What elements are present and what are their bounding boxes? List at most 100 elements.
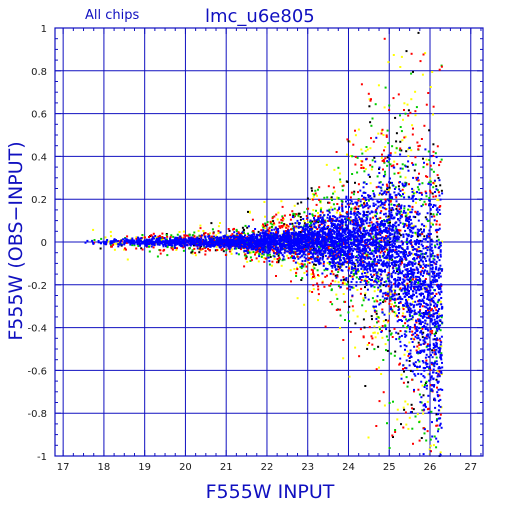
data-point bbox=[196, 247, 199, 250]
data-point bbox=[408, 228, 411, 231]
data-point bbox=[385, 229, 388, 232]
data-point bbox=[407, 160, 410, 163]
data-point bbox=[413, 280, 416, 283]
data-point bbox=[376, 207, 379, 210]
data-point bbox=[235, 228, 238, 231]
data-point bbox=[404, 264, 407, 267]
data-point bbox=[375, 247, 378, 250]
data-point bbox=[392, 54, 395, 56]
data-point bbox=[105, 240, 108, 243]
data-point bbox=[271, 260, 274, 263]
data-point bbox=[386, 164, 389, 167]
data-point bbox=[367, 251, 370, 254]
data-point bbox=[253, 233, 256, 236]
data-point bbox=[385, 262, 388, 265]
data-point bbox=[404, 411, 407, 414]
data-point bbox=[435, 309, 438, 312]
data-point bbox=[381, 308, 384, 311]
data-point bbox=[381, 203, 384, 206]
data-point bbox=[285, 250, 288, 253]
data-point bbox=[406, 243, 409, 245]
data-point bbox=[412, 300, 415, 303]
data-point bbox=[407, 109, 410, 112]
data-point bbox=[373, 227, 375, 230]
data-point bbox=[199, 235, 202, 238]
data-point bbox=[417, 145, 420, 148]
data-point bbox=[262, 232, 264, 235]
data-point bbox=[383, 219, 386, 222]
data-point bbox=[431, 286, 434, 289]
data-point bbox=[435, 356, 438, 359]
data-point bbox=[439, 413, 442, 416]
data-point bbox=[415, 176, 418, 179]
data-point bbox=[418, 293, 421, 296]
data-point bbox=[423, 432, 426, 435]
data-point bbox=[298, 243, 300, 245]
data-point bbox=[401, 258, 404, 261]
data-point bbox=[340, 199, 343, 202]
data-point bbox=[386, 274, 389, 277]
data-point bbox=[392, 237, 395, 240]
data-point bbox=[362, 270, 364, 273]
data-point bbox=[339, 178, 342, 181]
data-point bbox=[331, 208, 334, 211]
data-point bbox=[389, 248, 392, 251]
data-point bbox=[339, 308, 341, 311]
data-point bbox=[372, 235, 375, 238]
data-point bbox=[341, 189, 344, 192]
data-point bbox=[217, 232, 220, 235]
data-point bbox=[317, 285, 320, 288]
data-point bbox=[406, 165, 409, 168]
data-point bbox=[323, 231, 326, 234]
data-point bbox=[421, 283, 424, 286]
data-point bbox=[390, 211, 393, 214]
data-point bbox=[377, 320, 380, 323]
data-point bbox=[416, 367, 419, 370]
data-point bbox=[405, 214, 408, 217]
data-point bbox=[317, 188, 319, 191]
data-point bbox=[171, 248, 174, 251]
data-point bbox=[273, 228, 276, 231]
data-point bbox=[303, 303, 306, 306]
data-point bbox=[342, 257, 345, 259]
data-point bbox=[283, 240, 286, 243]
data-point bbox=[399, 167, 402, 170]
data-point bbox=[298, 244, 301, 247]
data-point bbox=[194, 254, 197, 257]
data-point bbox=[363, 202, 366, 205]
data-point bbox=[429, 212, 432, 215]
data-point bbox=[125, 248, 127, 251]
data-point bbox=[299, 216, 302, 218]
data-point bbox=[419, 228, 422, 231]
data-point bbox=[303, 211, 306, 214]
data-point bbox=[425, 359, 428, 362]
data-point bbox=[390, 332, 393, 335]
data-point bbox=[410, 98, 413, 101]
data-point bbox=[346, 138, 349, 141]
data-point bbox=[281, 215, 284, 218]
data-point bbox=[380, 156, 383, 159]
data-point bbox=[342, 241, 345, 244]
data-point bbox=[397, 218, 400, 220]
data-point bbox=[399, 319, 402, 321]
data-point bbox=[387, 154, 390, 157]
data-point bbox=[441, 366, 444, 369]
data-point bbox=[411, 370, 414, 373]
data-point bbox=[343, 228, 345, 231]
data-point bbox=[311, 193, 314, 196]
data-point bbox=[393, 261, 396, 264]
data-point bbox=[369, 257, 372, 260]
data-point bbox=[356, 211, 359, 214]
data-point bbox=[371, 224, 374, 227]
data-point bbox=[411, 330, 414, 333]
data-point bbox=[244, 245, 246, 248]
data-point bbox=[293, 268, 296, 270]
data-point bbox=[301, 260, 304, 263]
data-point bbox=[326, 257, 329, 260]
data-point bbox=[433, 255, 436, 258]
data-point bbox=[411, 133, 414, 136]
data-point bbox=[362, 227, 365, 230]
data-point bbox=[309, 257, 312, 260]
data-point bbox=[333, 223, 336, 226]
data-point bbox=[431, 435, 434, 438]
